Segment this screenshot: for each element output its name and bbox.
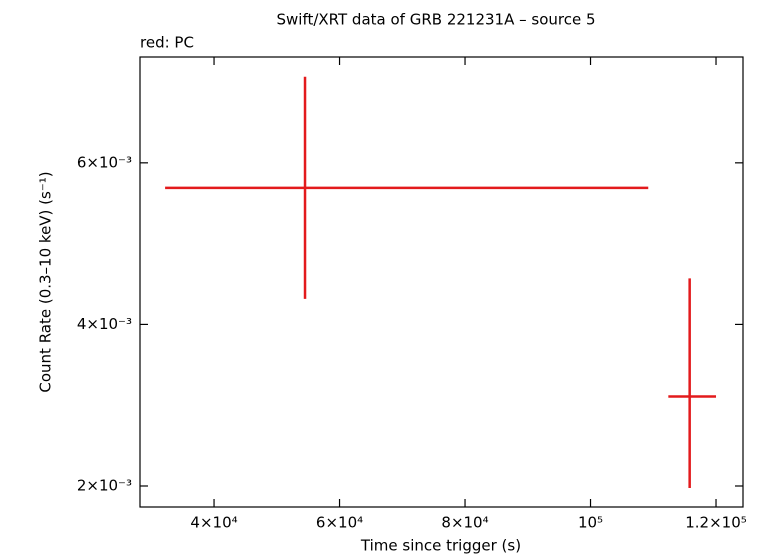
subtitle: red: PC <box>140 34 194 52</box>
plot-frame <box>139 56 744 508</box>
y-tick-label: 4×10⁻³ <box>77 315 132 333</box>
x-tick-label: 10⁵ <box>578 514 603 532</box>
x-tick-label: 6×10⁴ <box>316 514 363 532</box>
x-tick-label: 8×10⁴ <box>441 514 488 532</box>
x-tick-label: 1.2×10⁵ <box>685 514 747 532</box>
y-tick-label: 6×10⁻³ <box>77 153 132 171</box>
y-tick-label: 2×10⁻³ <box>77 476 132 494</box>
chart-title: Swift/XRT data of GRB 221231A – source 5 <box>276 11 595 29</box>
y-axis-label: Count Rate (0.3–10 keV) (s⁻¹) <box>37 171 55 392</box>
x-tick-label: 4×10⁴ <box>190 514 237 532</box>
x-axis-label: Time since trigger (s) <box>360 537 521 555</box>
